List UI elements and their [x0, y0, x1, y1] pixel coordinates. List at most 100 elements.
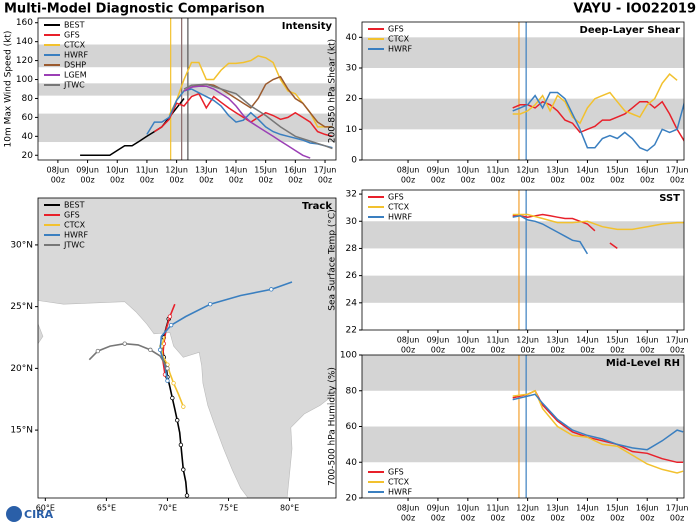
- panel-title: Track: [302, 201, 332, 212]
- track-point: [184, 493, 190, 498]
- y-tick-label: 120: [16, 56, 33, 66]
- series-line: [512, 215, 589, 255]
- y-tick-label: 100: [340, 351, 357, 361]
- legend-label: DSHP: [64, 61, 86, 70]
- x-tick-sublabel: 00z: [431, 176, 445, 185]
- x-tick-sublabel: 00z: [670, 176, 684, 185]
- series-line: [512, 393, 684, 451]
- track-point: [167, 314, 173, 319]
- x-tick-label: 17Jun: [314, 166, 337, 175]
- logo-text: CIRA: [24, 508, 54, 521]
- x-tick-label: 08Jun: [47, 166, 70, 175]
- legend-label: HWRF: [388, 488, 412, 497]
- page-title: Multi-Model Diagnostic Comparison: [4, 2, 265, 17]
- x-tick-sublabel: 00z: [550, 346, 564, 355]
- x-tick-label: 60°E: [36, 504, 55, 513]
- logo: CIRA: [6, 506, 54, 522]
- x-tick-sublabel: 00z: [258, 176, 272, 185]
- y-tick-label: 10: [346, 125, 358, 135]
- x-tick-label: 08Jun: [397, 504, 420, 513]
- x-tick-label: 09Jun: [76, 166, 99, 175]
- logo-circle: [6, 506, 22, 522]
- x-tick-sublabel: 00z: [461, 346, 475, 355]
- x-tick-label: 15Jun: [606, 166, 629, 175]
- track-point: [170, 395, 175, 401]
- x-tick-sublabel: 00z: [491, 514, 505, 523]
- series-line: [183, 85, 311, 159]
- y-tick-label: 30: [346, 217, 358, 227]
- x-tick-label: 16Jun: [636, 166, 659, 175]
- y-axis-label: 700-500 hPa Humidity (%): [328, 367, 338, 486]
- track-point: [181, 404, 186, 409]
- legend-label: BEST: [64, 21, 85, 30]
- x-tick-label: 16Jun: [284, 166, 307, 175]
- x-tick-sublabel: 00z: [610, 346, 624, 355]
- x-tick-sublabel: 00z: [491, 176, 505, 185]
- x-tick-sublabel: 00z: [401, 514, 415, 523]
- y-tick-label: 0: [351, 156, 357, 166]
- y-tick-label: 32: [346, 190, 357, 200]
- y-tick-label: 25°N: [10, 302, 33, 312]
- x-tick-label: 10Jun: [456, 336, 479, 345]
- panel: 22242628303208Jun00z09Jun00z10Jun00z11Ju…: [328, 190, 689, 355]
- x-tick-sublabel: 00z: [199, 176, 213, 185]
- x-tick-sublabel: 00z: [169, 176, 183, 185]
- track-point: [95, 348, 101, 354]
- legend-label: GFS: [388, 25, 404, 34]
- x-tick-sublabel: 00z: [80, 176, 94, 185]
- band: [362, 426, 684, 463]
- y-tick-label: 20: [22, 151, 34, 161]
- x-tick-sublabel: 00z: [550, 514, 564, 523]
- y-tick-label: 140: [16, 37, 33, 47]
- series-line: [159, 281, 293, 381]
- panel: 2040608010008Jun00z09Jun00z10Jun00z11Jun…: [328, 351, 689, 523]
- land: [38, 198, 336, 498]
- track-point: [171, 380, 176, 386]
- x-tick-label: 13Jun: [195, 166, 218, 175]
- x-tick-sublabel: 00z: [520, 514, 534, 523]
- legend-label: CTCX: [388, 203, 410, 212]
- x-tick-label: 09Jun: [427, 504, 450, 513]
- plot-area: [362, 355, 684, 498]
- y-tick-label: 30°N: [10, 240, 33, 250]
- x-tick-sublabel: 00z: [670, 514, 684, 523]
- x-tick-label: 11Jun: [486, 166, 509, 175]
- x-tick-sublabel: 00z: [550, 176, 564, 185]
- x-tick-label: 15Jun: [254, 166, 277, 175]
- legend-label: BEST: [64, 201, 85, 210]
- y-tick-label: 40: [346, 458, 358, 468]
- x-tick-label: 10Jun: [106, 166, 129, 175]
- x-tick-sublabel: 00z: [580, 346, 594, 355]
- x-tick-sublabel: 00z: [51, 176, 65, 185]
- y-tick-label: 24: [346, 298, 358, 308]
- track-point: [122, 341, 127, 346]
- x-tick-sublabel: 00z: [640, 176, 654, 185]
- x-tick-sublabel: 00z: [461, 514, 475, 523]
- track-point: [168, 322, 174, 328]
- x-tick-sublabel: 00z: [670, 346, 684, 355]
- legend-label: HWRF: [388, 213, 412, 222]
- plot-area: [38, 18, 336, 160]
- series-line: [512, 213, 684, 231]
- y-tick-label: 100: [16, 75, 33, 85]
- x-tick-label: 14Jun: [576, 336, 599, 345]
- series-line: [80, 98, 185, 157]
- x-tick-label: 09Jun: [427, 336, 450, 345]
- series-line: [512, 389, 684, 474]
- series-line: [146, 88, 333, 149]
- track-point: [208, 301, 213, 307]
- y-tick-label: 60: [346, 422, 358, 432]
- x-tick-sublabel: 00z: [610, 176, 624, 185]
- track-point: [178, 442, 184, 448]
- x-tick-label: 17Jun: [666, 336, 689, 345]
- series-line: [512, 91, 684, 152]
- x-tick-sublabel: 00z: [580, 176, 594, 185]
- panel: 15°N 20°N 25°N 30°N 60°E 65°E 70°E 75°E 80°E Trac…: [10, 197, 337, 513]
- x-tick-label: 17Jun: [666, 166, 689, 175]
- panel-frame: [37, 17, 337, 161]
- y-axis-label: Sea Surface Temp (°C): [328, 209, 338, 310]
- band: [362, 37, 684, 68]
- x-tick-label: 65°E: [97, 504, 116, 513]
- x-tick-label: 14Jun: [576, 166, 599, 175]
- panel-title: SST: [659, 193, 680, 204]
